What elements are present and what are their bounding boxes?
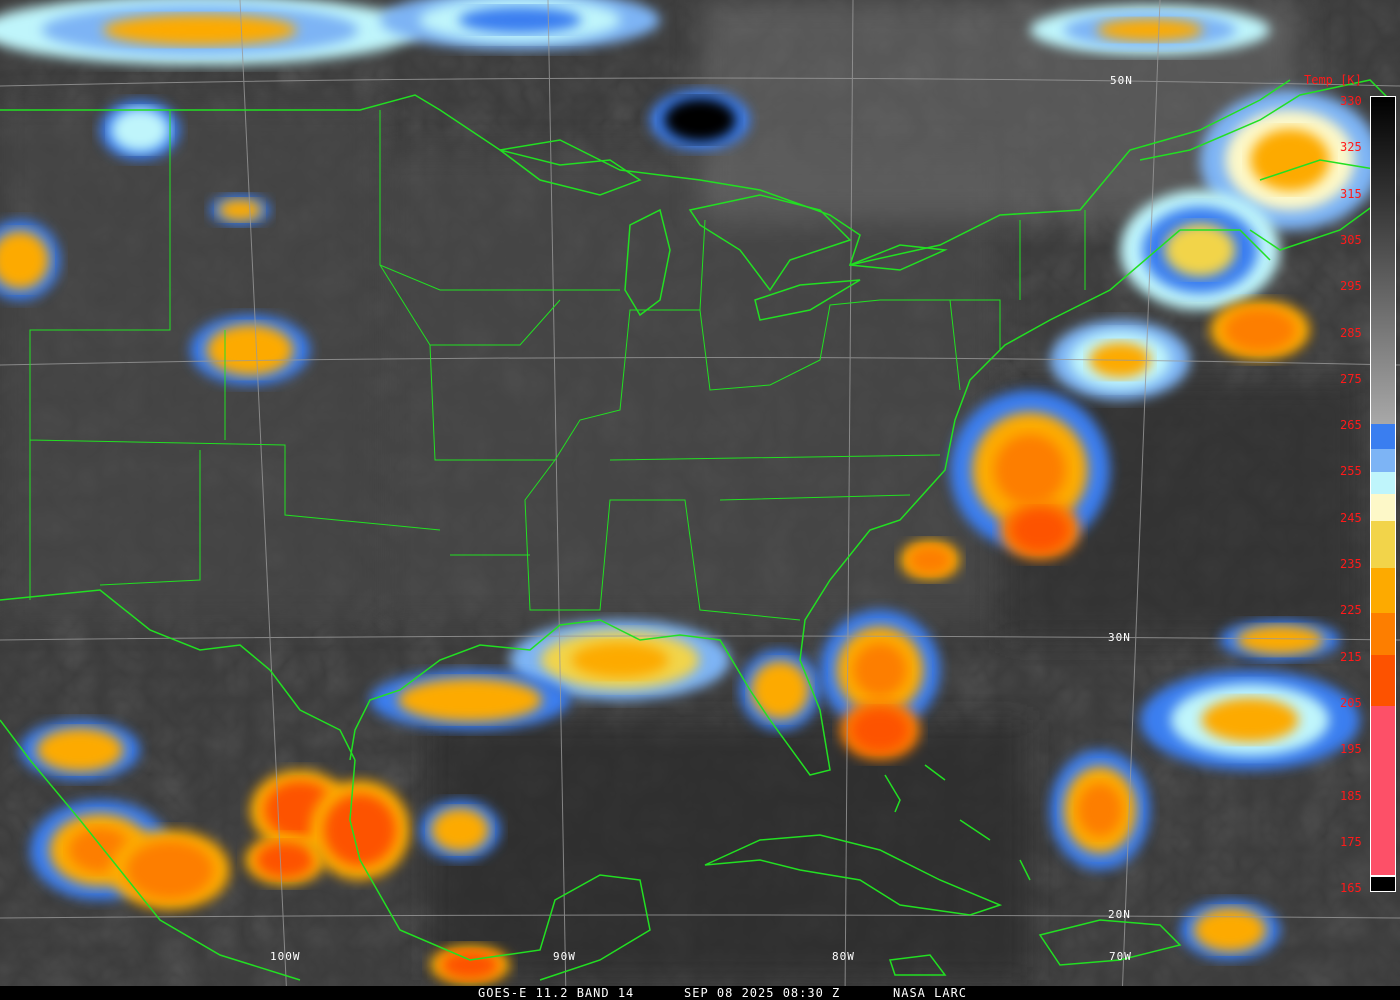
colorbar-tick-label: 215 — [1340, 649, 1362, 664]
product-label: GOES-E 11.2 BAND 14 — [478, 986, 635, 1000]
lon-label-70w: 70W — [1109, 950, 1132, 963]
cloud-blob — [851, 708, 909, 752]
political-borders — [0, 79, 1397, 981]
bahamas — [884, 764, 1031, 881]
cloud-blob — [398, 678, 542, 722]
colorbar-title: Temp [K] — [1304, 73, 1362, 87]
lat-line-30n — [0, 635, 1400, 641]
colorbar-tick-label: 315 — [1340, 186, 1362, 201]
state-borders — [29, 110, 1086, 621]
cloud-blob — [1097, 19, 1203, 41]
cloud-blob — [1194, 908, 1266, 952]
footer-bar: GOES-E 11.2 BAND 14 SEP 08 2025 08:30 Z … — [0, 986, 1400, 1000]
colorbar-tick-label: 205 — [1340, 695, 1362, 710]
cloud-blob — [1078, 783, 1122, 837]
cloud-blob — [664, 98, 736, 142]
cloud-blob — [324, 794, 396, 866]
lat-label-20n: 20N — [1108, 908, 1131, 921]
colorbar-tick-label: 195 — [1340, 742, 1362, 757]
colorbar-tick-label: 265 — [1340, 418, 1362, 433]
colorbar-tick-label: 285 — [1340, 325, 1362, 340]
great-lakes — [499, 149, 948, 321]
colorbar-tick-label: 245 — [1340, 510, 1362, 525]
cloud-blob — [1011, 508, 1069, 552]
colorbar — [1370, 96, 1396, 892]
cloud-blob — [1201, 698, 1299, 742]
lon-line-70w — [1121, 0, 1161, 1000]
colorbar-segment — [1371, 568, 1395, 613]
lon-line-90w — [547, 0, 567, 1000]
colorbar-tick-label: 330 — [1340, 94, 1362, 108]
colorbar-tick-label: 225 — [1340, 603, 1362, 618]
lat-label-30n: 30N — [1108, 631, 1131, 644]
colorbar-segment — [1371, 613, 1395, 655]
cloud-blob — [218, 199, 262, 221]
source-label: NASA LARC — [893, 986, 968, 1000]
hispaniola — [888, 919, 1182, 976]
colorbar-tick-label: 325 — [1340, 140, 1362, 155]
cuba — [704, 834, 1003, 916]
cloud-blob — [1250, 129, 1330, 191]
colorbar-segment — [1371, 655, 1395, 706]
colorbar-segment — [1371, 97, 1395, 424]
colorbar-segment — [1371, 494, 1395, 521]
cloud-blob — [256, 842, 314, 878]
cloud-blob — [0, 231, 49, 289]
cloud-blob — [1224, 308, 1296, 352]
cloud-blob — [458, 6, 582, 34]
cloud-blob — [206, 324, 294, 376]
colorbar-tick-label: 275 — [1340, 371, 1362, 386]
colorbar-tick-label: 255 — [1340, 464, 1362, 479]
colorbar-tick-label: 185 — [1340, 788, 1362, 803]
cloud-blob — [751, 661, 809, 719]
lon-label-100w: 100W — [270, 950, 301, 963]
cloud-blob — [36, 728, 124, 772]
us-mexico-border — [0, 589, 356, 761]
cloud-layer — [0, 0, 1380, 985]
cloud-blob — [571, 642, 669, 678]
lon-line-100w — [239, 0, 288, 1000]
cloud-blob — [111, 108, 169, 152]
lon-line-80w — [844, 0, 854, 1000]
cloud-blob — [431, 808, 489, 852]
land-shading — [0, 0, 1360, 980]
cloud-blob — [103, 14, 297, 46]
lat-label-50n: 50N — [1110, 74, 1133, 87]
colorbar-tick-label: 305 — [1340, 232, 1362, 247]
cloud-blob — [441, 950, 499, 980]
lat-line-50n — [0, 77, 1400, 87]
cloud-blob — [908, 545, 952, 575]
datetime-label: SEP 08 2025 08:30 Z — [684, 986, 841, 1000]
lat-line-20n — [0, 914, 1400, 919]
colorbar-tick-label: 165 — [1340, 881, 1362, 896]
cloud-blob — [1164, 223, 1236, 277]
colorbar-segment — [1371, 449, 1395, 472]
lon-label-90w: 90W — [553, 950, 576, 963]
colorbar-segment — [1371, 521, 1395, 568]
colorbar-segment — [1371, 706, 1395, 875]
us-east-coast — [349, 229, 1181, 776]
colorbar-tick-label: 175 — [1340, 834, 1362, 849]
lon-label-80w: 80W — [832, 950, 855, 963]
lat-line-40n — [0, 357, 1400, 366]
cloud-blob — [126, 841, 214, 899]
colorbar-tick-label: 295 — [1340, 279, 1362, 294]
us-canada-border — [0, 79, 1291, 267]
cloud-blob — [994, 434, 1066, 506]
colorbar-segment — [1371, 424, 1395, 449]
colorbar-segment — [1371, 472, 1395, 494]
mexico-coast — [0, 719, 651, 981]
cloud-blob — [1236, 625, 1324, 655]
colorbar-tick-label: 235 — [1340, 557, 1362, 571]
colorbar-divider — [1371, 875, 1395, 877]
cloud-blob — [853, 643, 907, 697]
